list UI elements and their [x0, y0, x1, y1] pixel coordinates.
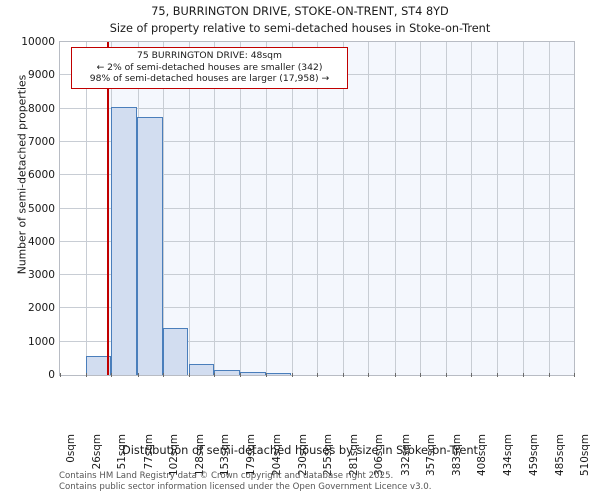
- x-axis-tick-mark: [368, 373, 369, 377]
- y-axis-tick-label: 6000: [28, 169, 55, 182]
- subject-property-marker: [107, 42, 110, 375]
- plot-area: [59, 41, 575, 376]
- y-axis-tick-label: 8000: [28, 102, 55, 115]
- y-axis-tick-label: 0: [48, 369, 55, 381]
- chart-titles: 75, BURRINGTON DRIVE, STOKE-ON-TRENT, ST…: [0, 4, 600, 37]
- gridline-vertical: [266, 42, 267, 375]
- y-axis-tick-label: 3000: [28, 269, 55, 282]
- y-axis-ticks: 0 1000 2000 3000 4000 5000 6000 7000 8000 9000 100…: [0, 37, 55, 380]
- gridline-vertical: [240, 42, 241, 375]
- y-axis-tick-label: 1000: [28, 335, 55, 348]
- x-axis-tick-mark: [446, 373, 447, 377]
- x-axis-tick-mark: [292, 373, 293, 377]
- histogram-bar: [85, 356, 112, 375]
- gridline-vertical: [163, 42, 164, 375]
- gridline-vertical: [549, 42, 550, 375]
- gridline-vertical: [189, 42, 190, 375]
- histogram-bar: [111, 106, 138, 375]
- x-axis-tick-mark: [549, 373, 550, 377]
- annotation-line-1: 75 BURRINGTON DRIVE: 48sqm: [137, 50, 282, 61]
- gridline-vertical: [368, 42, 369, 375]
- gridline-vertical: [523, 42, 524, 375]
- x-axis-tick-mark: [266, 373, 267, 377]
- x-axis-tick-mark: [395, 373, 396, 377]
- histogram-bar: [265, 373, 292, 375]
- x-axis-tick-mark: [523, 373, 524, 377]
- y-axis-tick-label: 10000: [21, 36, 55, 48]
- x-axis-tick-mark: [471, 373, 472, 377]
- histogram-bar: [162, 327, 189, 375]
- y-axis-tick-label: 2000: [28, 302, 55, 315]
- y-axis-tick-label: 7000: [28, 135, 55, 148]
- x-axis-tick-mark: [574, 373, 575, 377]
- tint-band: [108, 42, 574, 375]
- histogram-bar: [188, 364, 215, 375]
- gridline-vertical: [395, 42, 396, 375]
- x-axis-tick-mark: [189, 373, 190, 377]
- footer-line-1: Contains HM Land Registry data © Crown c…: [59, 471, 394, 481]
- footer-line-2: Contains public sector information licen…: [59, 481, 432, 492]
- x-axis-tick-mark: [420, 373, 421, 377]
- histogram-bar: [137, 117, 163, 375]
- x-axis-tick-mark: [111, 373, 112, 377]
- y-axis-tick-label: 5000: [28, 202, 55, 215]
- histogram-bar: [239, 371, 266, 375]
- y-axis-label: Number of semi-detached properties: [15, 74, 29, 275]
- page-title: 75, BURRINGTON DRIVE, STOKE-ON-TRENT, ST…: [151, 5, 449, 18]
- x-axis-tick-mark: [240, 373, 241, 377]
- annotation-line-3: 98% of semi-detached houses are larger (…: [89, 73, 330, 84]
- gridline-vertical: [497, 42, 498, 375]
- annotation-line-2: ← 2% of semi-detached houses are smaller…: [96, 61, 323, 73]
- y-axis-tick-label: 4000: [28, 235, 55, 248]
- gridline-vertical: [292, 42, 293, 375]
- gridline-vertical: [86, 42, 87, 375]
- x-axis-tick-mark: [214, 373, 215, 377]
- x-axis-ticks: 0sqm 26sqm 51sqm 77sqm 102sqm 128sqm 153sqm 179…: [59, 373, 591, 476]
- gridline-vertical: [343, 42, 344, 375]
- footer-attribution: Contains HM Land Registry data © Crown c…: [59, 471, 599, 492]
- gridline-vertical: [471, 42, 472, 375]
- chart-subtitle: Size of property relative to semi-detach…: [109, 22, 491, 35]
- x-axis-tick-mark: [163, 373, 164, 377]
- x-axis-label: Distribution of semi-detached houses by …: [121, 443, 479, 457]
- x-axis-tick-mark: [60, 373, 61, 377]
- gridline-vertical: [317, 42, 318, 375]
- annotation-box: 75 BURRINGTON DRIVE: 48sqm ← 2% of semi-…: [71, 47, 348, 89]
- x-axis-tick-mark: [497, 373, 498, 377]
- y-axis-tick-label: 9000: [28, 69, 55, 82]
- x-axis-tick-mark: [86, 373, 87, 377]
- gridline-vertical: [420, 42, 421, 375]
- x-axis-tick-mark: [138, 373, 139, 377]
- gridline-vertical: [446, 42, 447, 375]
- x-axis-tick-mark: [343, 373, 344, 377]
- histogram-bar: [214, 370, 240, 375]
- gridline-vertical: [214, 42, 215, 375]
- x-axis-tick-mark: [317, 373, 318, 377]
